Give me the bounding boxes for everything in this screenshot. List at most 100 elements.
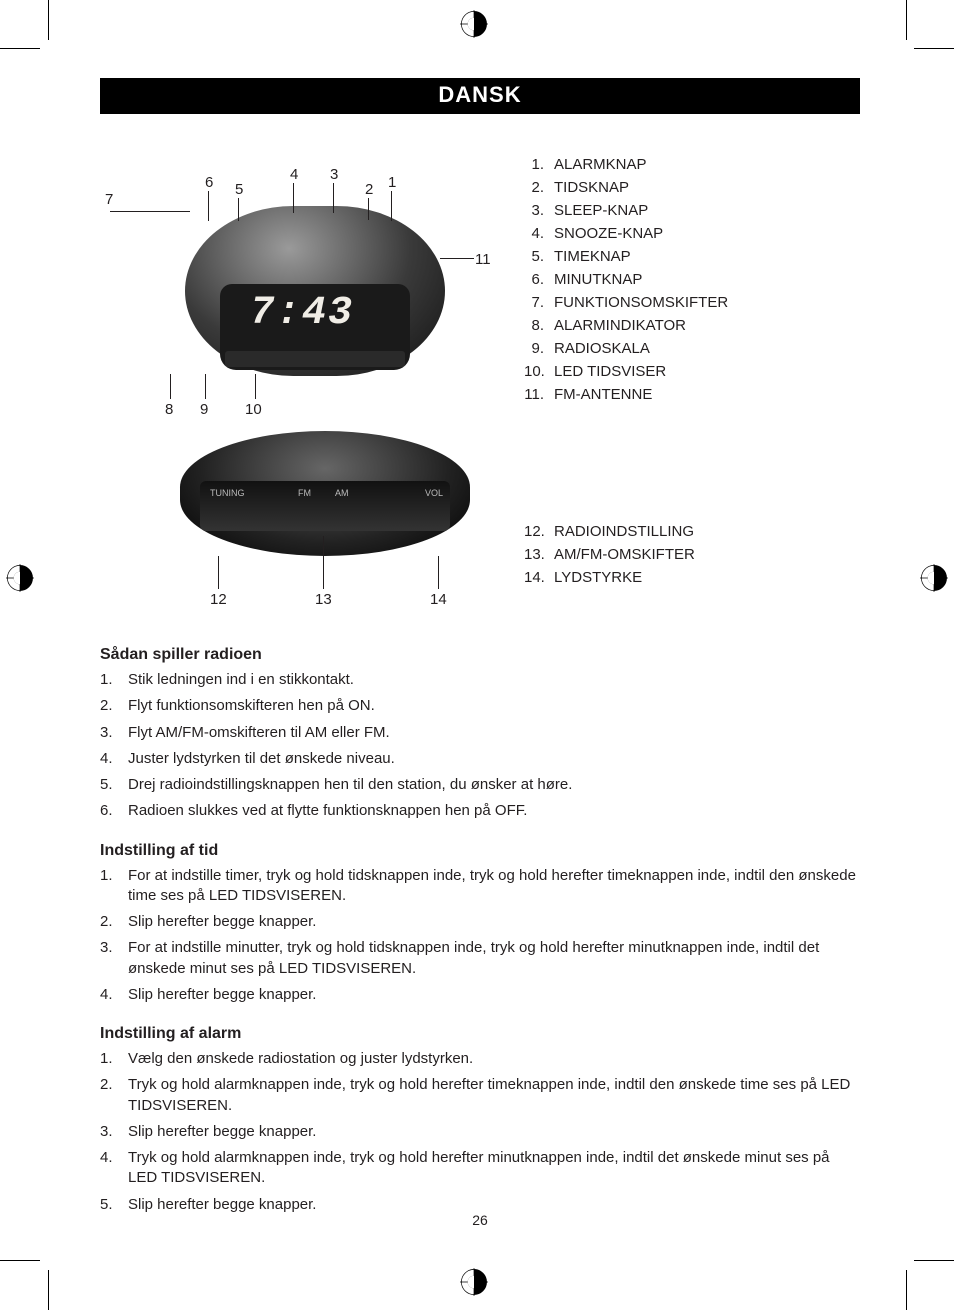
label-vol: VOL	[425, 488, 443, 498]
item-number: 1.	[100, 866, 128, 907]
instruction-item: 3.For at indstille minutter, tryk og hol…	[100, 938, 860, 979]
instruction-list: 1.For at indstille timer, tryk og hold t…	[100, 866, 860, 1006]
item-number: 1.	[100, 1049, 128, 1069]
clock-time-display: 7:43	[250, 291, 354, 336]
item-text: Flyt funktionsomskifteren hen på ON.	[128, 696, 860, 716]
item-text: Flyt AM/FM-omskifteren til AM eller FM.	[128, 723, 860, 743]
item-number: 4.	[100, 749, 128, 769]
item-text: For at indstille minutter, tryk og hold …	[128, 938, 860, 979]
instruction-item: 1.Vælg den ønskede radiostation og juste…	[100, 1049, 860, 1069]
regmark-icon	[460, 1268, 488, 1296]
instruction-section: Sådan spiller radioen 1.Stik ledningen in…	[100, 646, 860, 822]
instruction-item: 4.Tryk og hold alarmknappen inde, tryk o…	[100, 1148, 860, 1189]
cropmark	[48, 1270, 49, 1310]
section-heading: Indstilling af alarm	[100, 1025, 860, 1043]
item-text: Juster lydstyrken til det ønskede niveau…	[128, 749, 860, 769]
part-item: 10.LED TIDSVISER	[524, 363, 860, 380]
leader-line	[293, 183, 294, 213]
instruction-item: 1.For at indstille timer, tryk og hold t…	[100, 866, 860, 907]
part-num: 10.	[524, 363, 554, 380]
leader-line	[208, 191, 209, 221]
item-text: Tryk og hold alarmknappen inde, tryk og …	[128, 1148, 860, 1189]
callout-11: 11	[475, 251, 491, 268]
cropmark	[914, 48, 954, 49]
instruction-item: 3.Flyt AM/FM-omskifteren til AM eller FM…	[100, 723, 860, 743]
item-text: Tryk og hold alarmknappen inde, tryk og …	[128, 1075, 860, 1116]
callout-6: 6	[205, 174, 213, 191]
part-label: FM-ANTENNE	[554, 386, 652, 403]
leader-line	[368, 198, 369, 220]
part-label: TIMEKNAP	[554, 248, 631, 265]
callout-1: 1	[388, 174, 396, 191]
item-text: Slip herefter begge knapper.	[128, 1122, 860, 1142]
item-number: 3.	[100, 723, 128, 743]
part-num: 2.	[524, 179, 554, 196]
part-label: RADIOINDSTILLING	[554, 523, 694, 540]
callout-4: 4	[290, 166, 298, 183]
instruction-item: 1.Stik ledningen ind i en stikkontakt.	[100, 670, 860, 690]
part-label: SNOOZE-KNAP	[554, 225, 663, 242]
part-item: 13.AM/FM-OMSKIFTER	[524, 546, 860, 563]
leader-line	[170, 374, 171, 399]
instruction-section: Indstilling af alarm 1.Vælg den ønskede r…	[100, 1025, 860, 1215]
callout-9: 9	[200, 401, 208, 418]
instruction-item: 4.Slip herefter begge knapper.	[100, 985, 860, 1005]
page-content: DANSK 7:43 7 6 5 4 3 2 1 11 8 9 10	[100, 78, 860, 1221]
cropmark	[906, 1270, 907, 1310]
leader-line	[391, 191, 392, 221]
leader-line	[438, 556, 439, 589]
part-item: 5.TIMEKNAP	[524, 248, 860, 265]
regmark-icon	[460, 10, 488, 38]
part-item: 14.LYDSTYRKE	[524, 569, 860, 586]
part-item: 2.TIDSKNAP	[524, 179, 860, 196]
item-number: 2.	[100, 1075, 128, 1116]
leader-line	[218, 556, 219, 589]
instruction-list: 1.Stik ledningen ind i en stikkontakt. 2.…	[100, 670, 860, 822]
section-heading: Sådan spiller radioen	[100, 646, 860, 664]
parts-list-1: 1.ALARMKNAP 2.TIDSKNAP 3.SLEEP-KNAP 4.SN…	[524, 156, 860, 586]
diagram-column: 7:43 7 6 5 4 3 2 1 11 8 9 10	[100, 156, 500, 626]
instruction-section: Indstilling af tid 1.For at indstille tim…	[100, 842, 860, 1006]
instruction-item: 2.Tryk og hold alarmknappen inde, tryk o…	[100, 1075, 860, 1116]
item-number: 2.	[100, 696, 128, 716]
callout-8: 8	[165, 401, 173, 418]
part-num: 9.	[524, 340, 554, 357]
section-heading: Indstilling af tid	[100, 842, 860, 860]
part-num: 12.	[524, 523, 554, 540]
part-label: ALARMINDIKATOR	[554, 317, 686, 334]
part-num: 7.	[524, 294, 554, 311]
instruction-item: 3.Slip herefter begge knapper.	[100, 1122, 860, 1142]
cropmark	[0, 1260, 40, 1261]
item-number: 4.	[100, 985, 128, 1005]
part-label: RADIOSKALA	[554, 340, 650, 357]
label-am: AM	[335, 488, 349, 498]
callout-10: 10	[245, 401, 262, 418]
cropmark	[48, 0, 49, 40]
item-text: Slip herefter begge knapper.	[128, 912, 860, 932]
part-num: 13.	[524, 546, 554, 563]
part-num: 4.	[524, 225, 554, 242]
part-item: 3.SLEEP-KNAP	[524, 202, 860, 219]
callout-5: 5	[235, 181, 243, 198]
page-number: 26	[100, 1212, 860, 1228]
item-text: Stik ledningen ind i en stikkontakt.	[128, 670, 860, 690]
leader-line	[440, 258, 474, 259]
part-label: TIDSKNAP	[554, 179, 629, 196]
part-label: AM/FM-OMSKIFTER	[554, 546, 695, 563]
part-num: 8.	[524, 317, 554, 334]
leader-line	[255, 374, 256, 399]
item-number: 4.	[100, 1148, 128, 1189]
item-number: 5.	[100, 775, 128, 795]
part-label: LED TIDSVISER	[554, 363, 666, 380]
item-number: 2.	[100, 912, 128, 932]
item-number: 6.	[100, 801, 128, 821]
leader-line	[205, 374, 206, 399]
product-diagram-front: 7:43 7 6 5 4 3 2 1 11 8 9 10	[170, 156, 500, 416]
part-item: 9.RADIOSKALA	[524, 340, 860, 357]
radio-dial	[225, 351, 405, 367]
label-tuning: TUNING	[210, 488, 245, 498]
part-num: 14.	[524, 569, 554, 586]
leader-line	[110, 211, 190, 212]
leader-line	[333, 183, 334, 213]
part-label: LYDSTYRKE	[554, 569, 642, 586]
